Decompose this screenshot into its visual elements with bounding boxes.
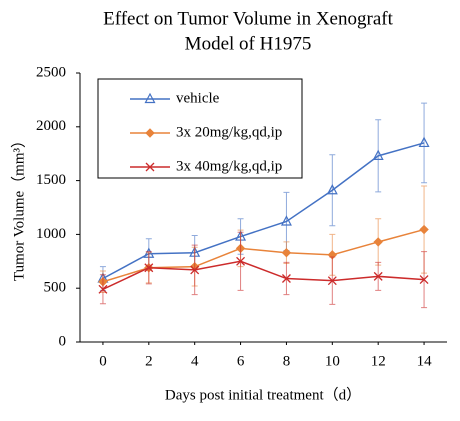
x-tick-label: 6 xyxy=(237,353,245,369)
legend-label: 3x 40mg/kg,qd,ip xyxy=(176,158,282,174)
legend xyxy=(97,78,303,179)
data-point xyxy=(373,237,383,247)
y-tick-label: 500 xyxy=(44,280,67,296)
data-point xyxy=(327,276,337,286)
x-axis-label: Days post initial treatment（d） xyxy=(165,386,361,403)
x-tick-label: 2 xyxy=(145,353,153,369)
data-point xyxy=(98,284,108,294)
data-point xyxy=(373,271,383,281)
y-tick-label: 2500 xyxy=(36,64,66,80)
legend-label: 3x 20mg/kg,qd,ip xyxy=(176,124,282,140)
legend-marker xyxy=(144,92,156,104)
data-point xyxy=(190,265,200,275)
data-point xyxy=(281,247,292,258)
x-tick-label: 8 xyxy=(283,353,291,369)
data-point xyxy=(419,224,429,235)
data-point xyxy=(281,274,291,283)
data-point xyxy=(236,256,246,266)
legend-label: vehicle xyxy=(176,90,220,106)
y-tick-label: 2000 xyxy=(36,118,66,134)
x-tick-label: 0 xyxy=(99,353,107,369)
data-point xyxy=(419,275,429,285)
data-point xyxy=(280,215,292,226)
data-point xyxy=(144,263,154,273)
data-point xyxy=(372,149,384,160)
x-tick-label: 10 xyxy=(325,353,340,369)
series-line xyxy=(102,142,425,280)
legend-marker xyxy=(145,162,155,172)
y-tick-label: 0 xyxy=(59,333,67,349)
y-tick-label: 1000 xyxy=(36,226,66,242)
x-tick-label: 14 xyxy=(417,353,433,369)
chart-title: Model of H1975 xyxy=(185,33,312,54)
data-point xyxy=(326,184,338,195)
chart-title: Effect on Tumor Volume in Xenograft xyxy=(103,8,393,29)
series-line xyxy=(102,260,425,290)
x-tick-label: 12 xyxy=(371,353,386,369)
data-point xyxy=(418,136,430,148)
y-tick-label: 1500 xyxy=(36,172,66,188)
x-tick-label: 4 xyxy=(191,353,199,369)
legend-marker xyxy=(145,128,155,138)
error-bar xyxy=(421,102,428,184)
y-axis-label: Tumor Volume（mm³） xyxy=(10,133,27,281)
